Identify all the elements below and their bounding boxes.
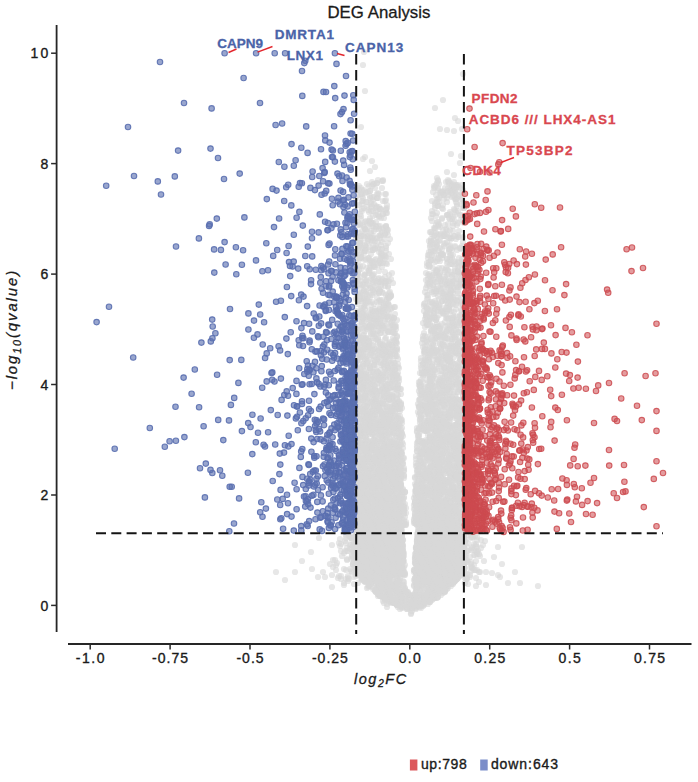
svg-text:-0.25: -0.25 [312,650,348,666]
svg-text:0: 0 [40,598,48,614]
svg-text:CAPN13: CAPN13 [345,40,404,55]
svg-text:8: 8 [40,156,48,172]
svg-text:0.5: 0.5 [559,650,581,666]
svg-text:2: 2 [40,487,48,503]
svg-text:-0.75: -0.75 [152,650,188,666]
svg-text:LNX1: LNX1 [287,48,324,63]
svg-text:DEG Analysis: DEG Analysis [327,3,430,22]
svg-text:0.75: 0.75 [634,650,665,666]
svg-text:PFDN2: PFDN2 [472,91,518,106]
svg-text:0.25: 0.25 [474,650,505,666]
svg-text:DMRTA1: DMRTA1 [275,27,335,42]
svg-text:−log10(qvalue): −log10(qvalue) [3,271,22,390]
svg-text:ACBD6 /// LHX4-AS1: ACBD6 /// LHX4-AS1 [469,112,616,127]
svg-text:up:798: up:798 [421,756,467,772]
svg-text:CDK4: CDK4 [462,163,501,178]
svg-text:CAPN9: CAPN9 [217,36,263,51]
svg-text:4: 4 [40,377,48,393]
svg-text:TP53BP2: TP53BP2 [507,143,573,158]
svg-text:down:643: down:643 [491,756,558,772]
svg-text:-0.5: -0.5 [236,650,263,666]
svg-text:6: 6 [40,266,48,282]
svg-text:0.0: 0.0 [399,650,421,666]
